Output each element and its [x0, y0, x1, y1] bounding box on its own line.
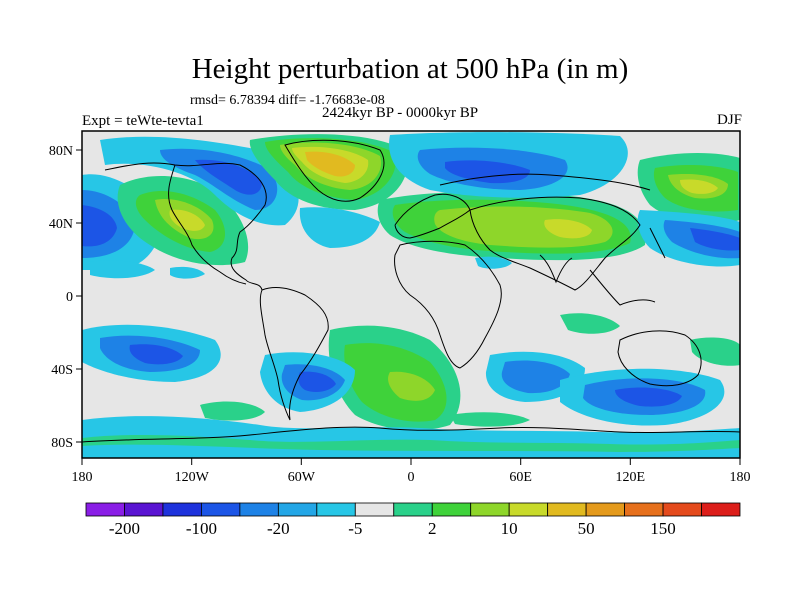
colorbar-label: -100	[186, 519, 217, 538]
colorbar-label: 2	[428, 519, 437, 538]
colorbar-label: 150	[650, 519, 676, 538]
y-tick-label: 0	[66, 290, 73, 305]
contour-negative-indian-ocean	[501, 360, 570, 394]
contour-positive-south-pacific	[560, 313, 620, 334]
coastline-antarctica	[82, 426, 740, 443]
colorbar-label: 50	[578, 519, 595, 538]
coastline-japan	[649, 227, 666, 259]
colorbar-swatch	[393, 502, 433, 517]
contour-positive-south-midlatitude	[450, 412, 530, 427]
contour-positive-greenland	[305, 151, 355, 177]
x-tick-label: 0	[408, 470, 415, 485]
contour-negative-antarctic	[82, 444, 740, 458]
map-plot-area	[81, 130, 741, 459]
x-tick-label: 60E	[509, 470, 532, 485]
colorbar-swatch	[585, 502, 625, 517]
colorbar-swatch	[662, 502, 702, 517]
contour-negative-northwest-pacific	[690, 228, 740, 251]
contour-positive-south-pacific	[690, 337, 740, 366]
contour-fields	[82, 132, 740, 458]
map-title: Height perturbation at 500 hPa (in m)	[191, 53, 629, 85]
x-tick-label: 120E	[616, 470, 646, 485]
contour-negative-north-atlantic	[299, 207, 380, 248]
x-tick-label: 180	[72, 470, 93, 485]
contour-negative-argentina	[298, 371, 336, 392]
colorbar-label: -5	[348, 519, 362, 538]
colorbar-swatch	[470, 502, 510, 517]
colorbar-swatch	[124, 502, 164, 517]
x-tick-label: 60W	[288, 470, 316, 485]
coastline-australia	[617, 330, 702, 387]
colorbar-swatch	[547, 502, 587, 517]
period-label: 2424kyr BP - 0000kyr BP	[322, 105, 479, 121]
y-tick-label: 40S	[51, 363, 73, 378]
colorbar-swatch	[201, 502, 241, 517]
coastline-south-america	[259, 287, 329, 421]
coastline-north-america	[104, 162, 267, 291]
coastline-southeast-asia	[589, 269, 656, 306]
coastline-europe	[394, 193, 471, 239]
contour-positive-south-atlantic	[388, 371, 435, 401]
contour-negative-tropical-pacific	[170, 266, 205, 279]
coastline-north-america	[168, 164, 247, 285]
coastline-greenland	[284, 139, 385, 202]
colorbar-swatch	[431, 502, 472, 517]
statistics-text: rmsd= 6.78394 diff= -1.76683e-08	[190, 93, 385, 108]
x-tick-label: 180	[730, 470, 751, 485]
coastlines	[82, 139, 740, 443]
contour-positive-north-america	[169, 209, 205, 231]
contour-negative-siberia	[445, 160, 530, 184]
colorbar-label: -200	[109, 519, 140, 538]
contour-negative-north-pacific-west	[82, 205, 117, 247]
contour-negative-arctic-canada	[195, 159, 262, 195]
contour-positive-eurasia	[544, 219, 592, 239]
colorbar-swatch	[354, 502, 395, 517]
contour-positive-bering	[680, 179, 718, 194]
colorbar-swatch	[239, 502, 279, 517]
colorbar-label: 10	[501, 519, 518, 538]
y-axis: 80N 40N 0 40S 80S	[49, 144, 82, 451]
coastline-asia	[469, 196, 641, 291]
contour-negative-tropical-pacific	[90, 260, 155, 279]
colorbar-label: -20	[267, 519, 290, 538]
colorbar-swatch	[508, 502, 549, 517]
contour-negative-tropical-africa	[475, 256, 512, 269]
colorbar-swatch	[316, 502, 356, 517]
contour-negative-south-indian	[615, 387, 682, 407]
x-tick-label: 120W	[175, 470, 210, 485]
y-tick-label: 80N	[49, 144, 73, 159]
colorbar-swatch	[162, 502, 202, 517]
y-tick-label: 40N	[49, 217, 73, 232]
coastline-siberia	[439, 173, 651, 191]
contour-positive-south-midlatitude	[200, 401, 265, 421]
contour-negative-south-pacific	[129, 344, 183, 365]
colorbar-swatch	[277, 502, 318, 517]
x-axis: 180 120W 60W 0 60E 120E 180	[72, 458, 751, 485]
colorbar-swatch	[701, 502, 741, 517]
colorbar: -200 -100 -20 -5 2 10 50 150	[85, 502, 741, 538]
season-label: DJF	[716, 112, 742, 128]
y-tick-label: 80S	[51, 436, 73, 451]
colorbar-swatch	[85, 502, 125, 517]
experiment-label: Expt = teWte-tevta1	[82, 113, 204, 129]
colorbar-swatch	[624, 502, 664, 517]
coastline-africa	[394, 240, 502, 369]
coastline-india	[539, 254, 573, 284]
